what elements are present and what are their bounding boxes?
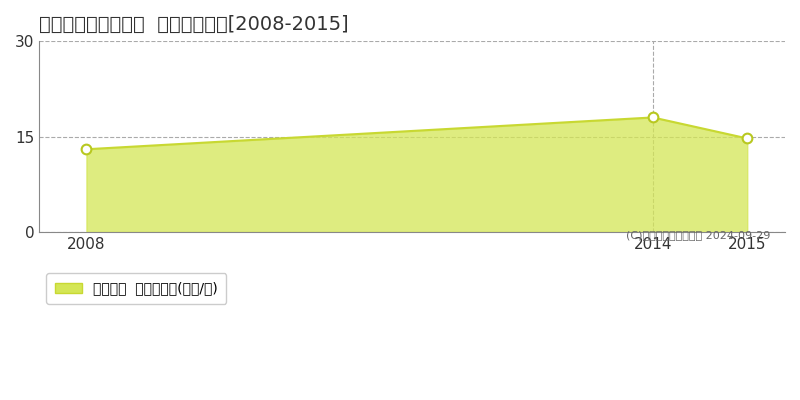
Text: (C)土地価格ドットコム 2024-09-29: (C)土地価格ドットコム 2024-09-29: [626, 230, 770, 240]
Text: 倉敷市水島北瑞穂町  住宅価格推移[2008-2015]: 倉敷市水島北瑞穂町 住宅価格推移[2008-2015]: [39, 15, 349, 34]
Legend: 住宅価格  平均坪単価(万円/坪): 住宅価格 平均坪単価(万円/坪): [46, 273, 226, 304]
